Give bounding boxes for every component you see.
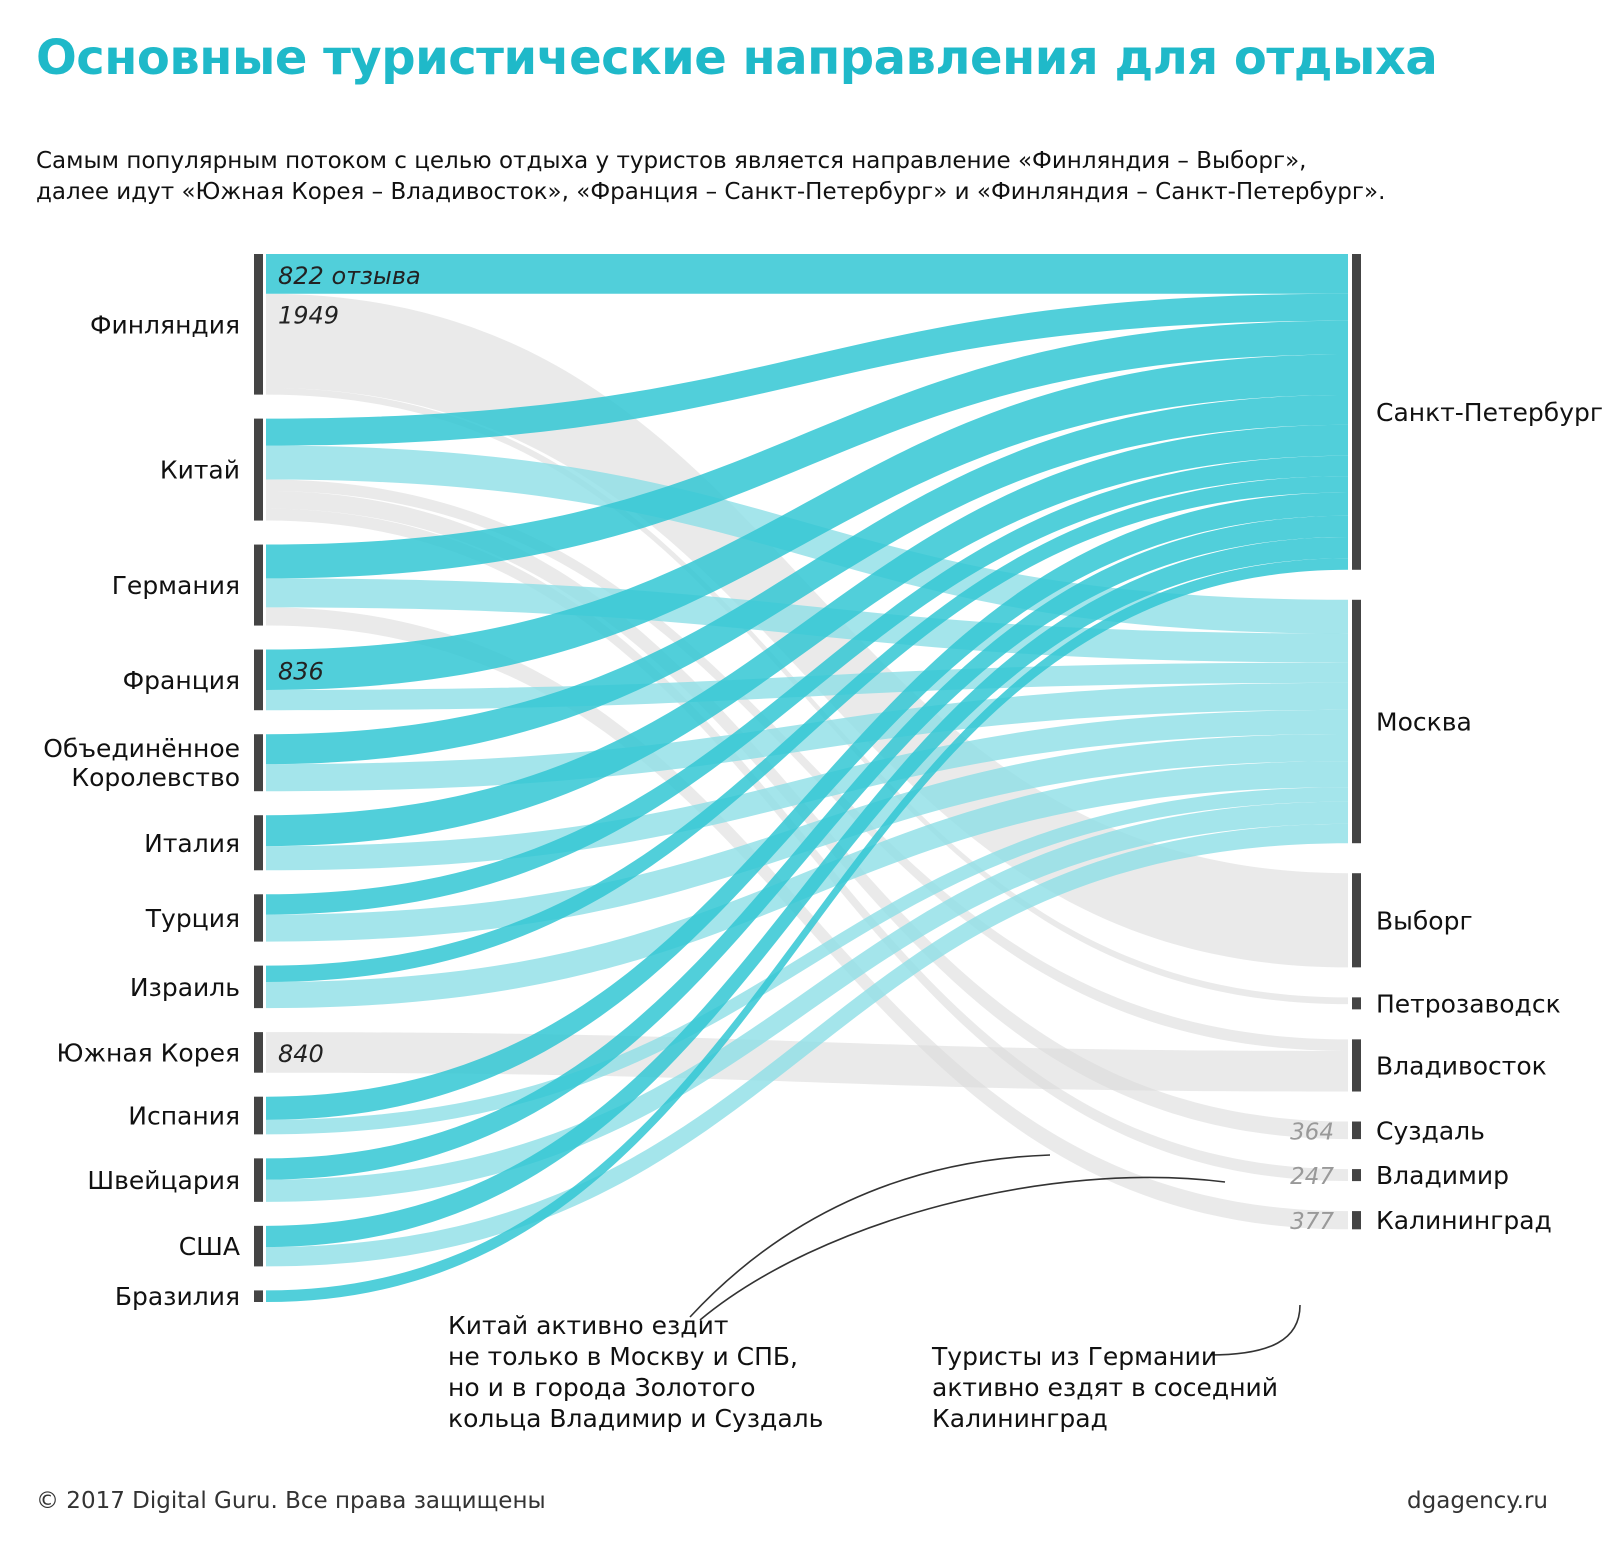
target-node-москва: [1352, 599, 1361, 844]
target-node-владивосток: [1352, 1039, 1361, 1092]
target-label-санкт-петербург: Санкт-Петербург: [1376, 398, 1603, 427]
target-node-петрозаводск: [1352, 997, 1361, 1010]
flow-value-финляндия-to-выборг: 1949: [278, 302, 339, 330]
china-note-line-4: кольца Владимир и Суздаль: [448, 1404, 824, 1433]
source-label-франция: Франция: [123, 666, 240, 695]
source-node-бразилия: [254, 1290, 263, 1302]
annotation-lines: [689, 1154, 1301, 1356]
flow-links: [266, 254, 1348, 1302]
flow-израиль-to-санкт-петербург: [266, 476, 1348, 983]
china-note-line-1: Китай активно ездит: [448, 1311, 729, 1340]
target-label-суздаль: Суздаль: [1376, 1116, 1485, 1145]
source-node-турция: [254, 894, 263, 942]
flow-value-китай-to-владимир: 247: [1290, 1164, 1334, 1190]
target-node-суздаль: [1352, 1121, 1361, 1140]
flow-value-германия-to-калининград: 377: [1290, 1209, 1334, 1235]
target-node-владимир: [1352, 1169, 1361, 1182]
source-label-германия: Германия: [112, 571, 240, 600]
source-node-финляндия: [254, 254, 263, 395]
source-node-китай: [254, 418, 263, 521]
source-node-франция: [254, 649, 263, 711]
target-label-москва: Москва: [1376, 708, 1472, 737]
china-annotation: Китай активно ездит не только в Москву и…: [448, 1310, 823, 1434]
flow-финляндия-to-санкт-петербург: [266, 254, 1348, 294]
flow-италия-to-москва: [266, 709, 1348, 871]
china-note-line-3: но и в города Золотого: [448, 1373, 756, 1402]
target-label-владимир: Владимир: [1376, 1161, 1509, 1190]
source-node-израиль: [254, 965, 263, 1009]
flow-сша-to-москва: [266, 823, 1348, 1267]
chart-subtitle: Самым популярным потоком с целью отдыха …: [36, 146, 1576, 208]
germany-annotation-line: [1209, 1304, 1301, 1356]
flow-value-франция-to-санкт-петербург: 836: [278, 658, 324, 686]
source-node-германия: [254, 544, 263, 626]
source-node-швейцария: [254, 1158, 263, 1202]
nodes: [254, 254, 1361, 1302]
flow-value-южная-корея-to-владивосток: 840: [278, 1040, 324, 1068]
source-label-финляндия: Финляндия: [90, 310, 240, 339]
source-label-южная-корея: Южная Корея: [57, 1038, 241, 1067]
flow-value-китай-to-суздаль: 364: [1290, 1119, 1334, 1145]
flow-бразилия-to-санкт-петербург: [266, 558, 1348, 1302]
source-node-сша: [254, 1225, 263, 1267]
source-label-швейцария: Швейцария: [87, 1166, 240, 1195]
flow-швейцария-to-санкт-петербург: [266, 515, 1348, 1180]
source-label-турция: Турция: [145, 904, 240, 933]
target-label-петрозаводск: Петрозаводск: [1376, 989, 1561, 1018]
flow-швейцария-to-москва: [266, 801, 1348, 1202]
source-node-объединённое-королевство: [254, 734, 263, 792]
source-label-израиль: Израиль: [130, 973, 240, 1002]
flow-сша-to-санкт-петербург: [266, 536, 1348, 1248]
target-node-санкт-петербург: [1352, 254, 1361, 570]
china-note-line-2: не только в Москву и СПБ,: [448, 1342, 798, 1371]
source-label-италия: Италия: [144, 829, 240, 858]
source-label-испания: Испания: [128, 1102, 240, 1131]
flow-китай-to-санкт-петербург: [266, 293, 1348, 446]
source-label-бразилия: Бразилия: [115, 1282, 240, 1311]
china-annotation-line-1: [689, 1154, 1051, 1318]
flow-объединённое-королевство-to-санкт-петербург: [266, 394, 1348, 765]
flow-value-labels: 1949 247 364 377 840 822 отзыва 836: [278, 262, 1334, 1235]
germany-note-line-2: активно ездят в соседний: [932, 1373, 1279, 1402]
source-node-италия: [254, 815, 263, 871]
flow-испания-to-москва: [266, 787, 1348, 1135]
flow-италия-to-санкт-петербург: [266, 424, 1348, 847]
flow-value-финляндия-to-санкт-петербург: 822 отзыва: [278, 262, 421, 290]
germany-annotation: Туристы из Германии активно ездят в сосе…: [932, 1341, 1278, 1434]
flow-испания-to-санкт-петербург: [266, 492, 1348, 1120]
source-node-южная-корея: [254, 1032, 263, 1073]
footer-copyright: © 2017 Digital Guru. Все права защищены: [36, 1488, 546, 1514]
target-label-калининград: Калининград: [1376, 1206, 1552, 1235]
target-label-выборг: Выборг: [1376, 906, 1473, 935]
footer-site-link[interactable]: dgagency.ru: [1407, 1488, 1548, 1514]
source-node-испания: [254, 1096, 263, 1135]
source-label-сша: США: [179, 1232, 240, 1261]
flow-германия-to-санкт-петербург: [266, 320, 1348, 579]
source-label-объединённое-королевство-line-1: Объединённое: [43, 734, 240, 763]
chart-title: Основные туристические направления для о…: [36, 30, 1438, 86]
target-label-владивосток: Владивосток: [1376, 1051, 1547, 1080]
target-node-калининград: [1352, 1211, 1361, 1230]
subtitle-line-2: далее идут «Южная Корея – Владивосток», …: [36, 179, 1386, 205]
germany-note-line-3: Калининград: [932, 1404, 1108, 1433]
node-labels: Финляндия Китай Германия Франция Объединённо…: [43, 310, 1603, 1311]
flow-китай-to-владивосток: [266, 479, 1348, 1051]
germany-note-line-1: Туристы из Германии: [932, 1342, 1218, 1371]
subtitle-line-1: Самым популярным потоком с целью отдыха …: [36, 148, 1307, 174]
source-label-китай: Китай: [160, 456, 240, 485]
target-node-выборг: [1352, 873, 1361, 968]
sankey-chart: Финляндия Китай Германия Франция Объединённо…: [43, 254, 1603, 1356]
flow-германия-to-калининград: [266, 607, 1348, 1230]
china-annotation-line-2: [699, 1176, 1226, 1321]
source-label-объединённое-королевство-line-2: Королевство: [71, 763, 240, 792]
flow-франция-to-санкт-петербург: [266, 354, 1348, 690]
flow-турция-to-санкт-петербург: [266, 455, 1348, 915]
